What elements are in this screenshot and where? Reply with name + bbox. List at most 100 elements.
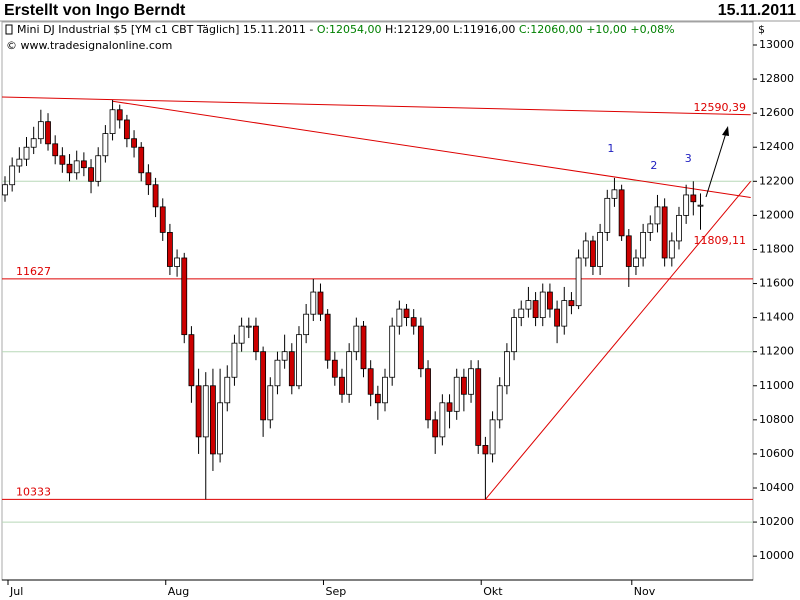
y-tick-label: 11200 bbox=[759, 345, 794, 358]
wave-label: 1 bbox=[607, 142, 614, 155]
candle-body bbox=[245, 325, 252, 328]
candle-body bbox=[131, 138, 137, 148]
candle-body bbox=[260, 351, 267, 421]
candle-body bbox=[253, 325, 259, 353]
candle-body bbox=[52, 143, 59, 157]
y-tick-label: 12200 bbox=[759, 174, 794, 187]
candle-body bbox=[683, 194, 690, 216]
x-tick-label: Sep bbox=[325, 585, 346, 598]
candle-body bbox=[80, 160, 87, 169]
y-tick-label: 10400 bbox=[759, 481, 794, 494]
candle-body bbox=[633, 257, 639, 267]
candle-body bbox=[618, 189, 625, 237]
info-part: O:12054,00 bbox=[317, 23, 382, 36]
y-tick-label: 11400 bbox=[759, 311, 794, 324]
candle-body bbox=[554, 308, 560, 327]
candle-body bbox=[410, 317, 417, 327]
y-tick-label: 12000 bbox=[759, 208, 794, 221]
candle-body bbox=[518, 308, 525, 319]
candle-body bbox=[152, 184, 159, 208]
candle-body bbox=[575, 257, 582, 307]
wave-label: 2 bbox=[650, 159, 657, 172]
candle-body bbox=[174, 257, 180, 267]
candle-body bbox=[582, 240, 589, 259]
candle-body bbox=[109, 109, 116, 135]
candle-body bbox=[403, 308, 410, 319]
candle-body bbox=[654, 206, 661, 225]
plot-layer: 11627 10333 12590,39 11809,11 1 2 3 bbox=[1, 96, 753, 523]
candle-body bbox=[590, 240, 596, 267]
projection-arrow bbox=[705, 132, 727, 198]
candle-body bbox=[382, 376, 388, 404]
candle-body bbox=[374, 393, 381, 404]
candle-body bbox=[532, 300, 539, 319]
candle-body bbox=[296, 334, 302, 387]
candle-body bbox=[37, 121, 44, 140]
candle-body bbox=[676, 214, 682, 242]
candle-body bbox=[389, 325, 396, 378]
candle-body bbox=[317, 291, 324, 315]
candle-body bbox=[195, 385, 202, 438]
candle-body bbox=[503, 351, 510, 387]
x-tick-label: Nov bbox=[634, 585, 656, 598]
candle-body bbox=[425, 368, 431, 421]
candle-body bbox=[167, 232, 173, 267]
candle-body bbox=[181, 257, 188, 336]
candle-body bbox=[439, 402, 446, 438]
header-date: 15.11.2011 bbox=[718, 2, 796, 19]
candle-body bbox=[188, 334, 195, 387]
candle-body bbox=[396, 308, 403, 327]
y-tick-label: 11600 bbox=[759, 277, 794, 290]
candle-body bbox=[274, 359, 281, 387]
candle-body bbox=[324, 313, 331, 361]
arrow-head bbox=[722, 126, 729, 136]
y-tick-label: 10000 bbox=[759, 549, 794, 562]
candle-body bbox=[475, 368, 482, 446]
x-tick-label: Jul bbox=[9, 585, 23, 598]
header-title: Erstellt von Ingo Berndt bbox=[4, 2, 186, 19]
y-tick-label: 10600 bbox=[759, 447, 794, 460]
candle-body bbox=[468, 368, 474, 395]
candle-body bbox=[102, 133, 109, 157]
candle-body bbox=[303, 313, 310, 336]
info-part: C:12060,00 +10,00 +0,08% bbox=[519, 23, 675, 36]
candle-body bbox=[159, 206, 166, 233]
candle-body bbox=[611, 189, 618, 199]
info-part: Mini DJ Industrial $5 [YM c1 CBT Täglich… bbox=[17, 23, 317, 36]
trend-line bbox=[112, 100, 751, 198]
x-tick-label: Aug bbox=[168, 585, 189, 598]
y-tick-label: 10200 bbox=[759, 515, 794, 528]
candle-body bbox=[331, 359, 338, 378]
candle-body bbox=[446, 402, 453, 412]
candle-body bbox=[367, 368, 374, 395]
info-part: H:12129,00 L:11916,00 bbox=[382, 23, 519, 36]
trend-line bbox=[1, 96, 751, 116]
candle-body bbox=[267, 385, 274, 421]
trend-label: 11809,11 bbox=[694, 234, 747, 247]
candle-body bbox=[511, 317, 517, 353]
candle-body bbox=[346, 351, 353, 395]
y-tick-label: 10800 bbox=[759, 413, 794, 426]
candle-body bbox=[138, 146, 145, 174]
candle-body bbox=[482, 444, 489, 455]
candle-body bbox=[288, 351, 295, 387]
candle-body bbox=[525, 300, 532, 310]
candle-body bbox=[217, 402, 224, 455]
x-tick-label: Okt bbox=[483, 585, 503, 598]
candle-body bbox=[238, 325, 245, 344]
symbol-icon bbox=[5, 24, 13, 35]
candle-body bbox=[310, 291, 317, 315]
candle-body bbox=[640, 232, 647, 259]
candle-body bbox=[647, 223, 654, 233]
candle-body bbox=[561, 300, 568, 327]
y-tick-label: 11000 bbox=[759, 379, 794, 392]
candle-body bbox=[281, 351, 288, 361]
candle-body bbox=[95, 155, 102, 182]
candle-body bbox=[88, 167, 94, 182]
candle-body bbox=[539, 291, 546, 319]
y-tick-label: 12400 bbox=[759, 140, 794, 153]
candle-body bbox=[697, 204, 704, 207]
candle-body bbox=[453, 376, 460, 412]
candle-body bbox=[123, 119, 130, 140]
